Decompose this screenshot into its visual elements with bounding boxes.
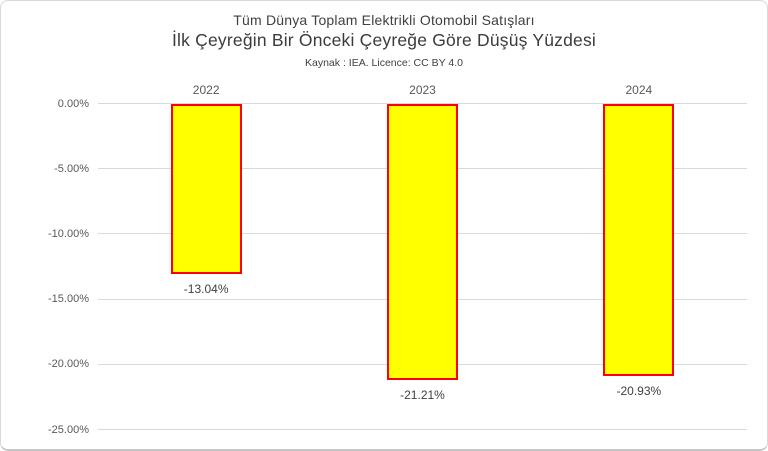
y-axis-tick-label: -15.00% [48, 293, 89, 306]
chart-source-note: Kaynak : IEA. Licence: CC BY 4.0 [305, 57, 463, 69]
bar-2023 [387, 103, 458, 381]
data-label-2024: -20.93% [616, 384, 662, 399]
data-label-2023: -21.21% [400, 388, 445, 403]
chart-subtitle: Tüm Dünya Toplam Elektrikli Otomobil Sat… [233, 12, 535, 28]
y-axis-tick-label: -10.00% [48, 227, 89, 240]
y-axis-tick-label: -25.00% [48, 423, 89, 436]
chart-title: İlk Çeyreğin Bir Önceki Çeyreğe Göre Düş… [171, 30, 597, 50]
y-axis-tick-label: 0.00% [57, 97, 89, 110]
category-label-2022: 2022 [192, 82, 220, 97]
gridline--25 [98, 429, 747, 430]
bar-2022 [170, 103, 242, 274]
bar-2024 [603, 103, 675, 377]
category-label-2023: 2023 [409, 82, 436, 97]
y-axis-tick-label: -20.00% [48, 358, 89, 371]
data-label-2022: -13.04% [183, 281, 229, 296]
category-label-2024: 2024 [625, 82, 653, 97]
y-axis-tick-label: -5.00% [54, 162, 89, 175]
